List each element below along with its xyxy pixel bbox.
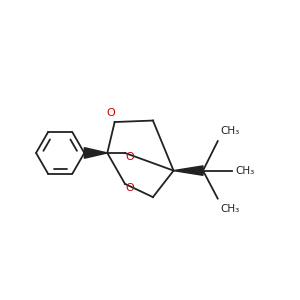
- Polygon shape: [174, 166, 203, 175]
- Text: CH₃: CH₃: [221, 126, 240, 136]
- Text: CH₃: CH₃: [221, 205, 240, 214]
- Text: O: O: [126, 152, 135, 162]
- Polygon shape: [84, 148, 107, 158]
- Text: O: O: [106, 109, 115, 118]
- Text: CH₃: CH₃: [236, 166, 255, 176]
- Text: O: O: [126, 183, 135, 193]
